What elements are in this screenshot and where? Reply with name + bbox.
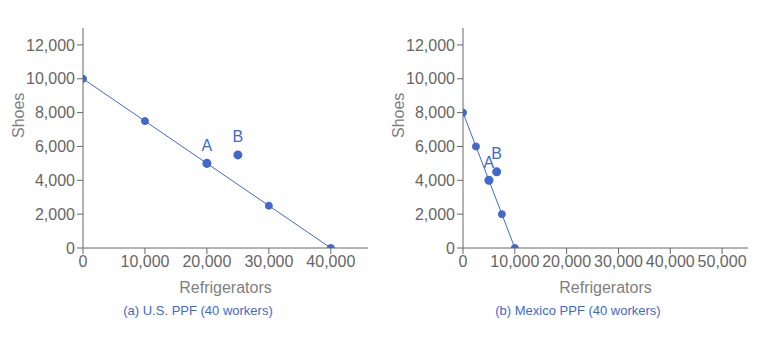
svg-text:Refrigerators: Refrigerators <box>179 279 271 296</box>
html-text:(b) Mexico PPF (40 workers): (b) Mexico PPF (40 workers) <box>495 303 661 318</box>
svg-text:4,000: 4,000 <box>35 172 75 189</box>
svg-text:8,000: 8,000 <box>415 104 455 121</box>
svg-text:A: A <box>202 137 213 154</box>
html-text:(a) U.S. PPF (40 workers): (a) U.S. PPF (40 workers) <box>123 303 273 318</box>
svg-text:10,000: 10,000 <box>26 70 75 87</box>
svg-text:4,000: 4,000 <box>415 172 455 189</box>
svg-text:10,000: 10,000 <box>406 70 455 87</box>
svg-text:40,000: 40,000 <box>306 253 355 270</box>
svg-text:50,000: 50,000 <box>698 253 747 270</box>
svg-text:20,000: 20,000 <box>182 253 231 270</box>
svg-text:2,000: 2,000 <box>35 206 75 223</box>
svg-text:0: 0 <box>459 253 468 270</box>
svg-text:Shoes: Shoes <box>390 93 407 138</box>
svg-text:0: 0 <box>446 240 455 257</box>
svg-text:40,000: 40,000 <box>646 253 695 270</box>
svg-text:20,000: 20,000 <box>542 253 591 270</box>
svg-text:30,000: 30,000 <box>594 253 643 270</box>
svg-text:8,000: 8,000 <box>35 104 75 121</box>
svg-text:12,000: 12,000 <box>26 37 75 54</box>
svg-text:12,000: 12,000 <box>406 37 455 54</box>
svg-text:0: 0 <box>79 253 88 270</box>
svg-text:2,000: 2,000 <box>415 206 455 223</box>
svg-text:B: B <box>233 128 244 145</box>
svg-text:10,000: 10,000 <box>120 253 169 270</box>
svg-text:6,000: 6,000 <box>415 138 455 155</box>
svg-text:Shoes: Shoes <box>10 93 27 138</box>
svg-text:6,000: 6,000 <box>35 138 75 155</box>
svg-text:0: 0 <box>66 240 75 257</box>
svg-text:B: B <box>491 145 502 162</box>
svg-text:10,000: 10,000 <box>490 253 539 270</box>
svg-text:Refrigerators: Refrigerators <box>559 279 651 296</box>
svg-text:A: A <box>483 153 495 171</box>
svg-text:30,000: 30,000 <box>244 253 293 270</box>
